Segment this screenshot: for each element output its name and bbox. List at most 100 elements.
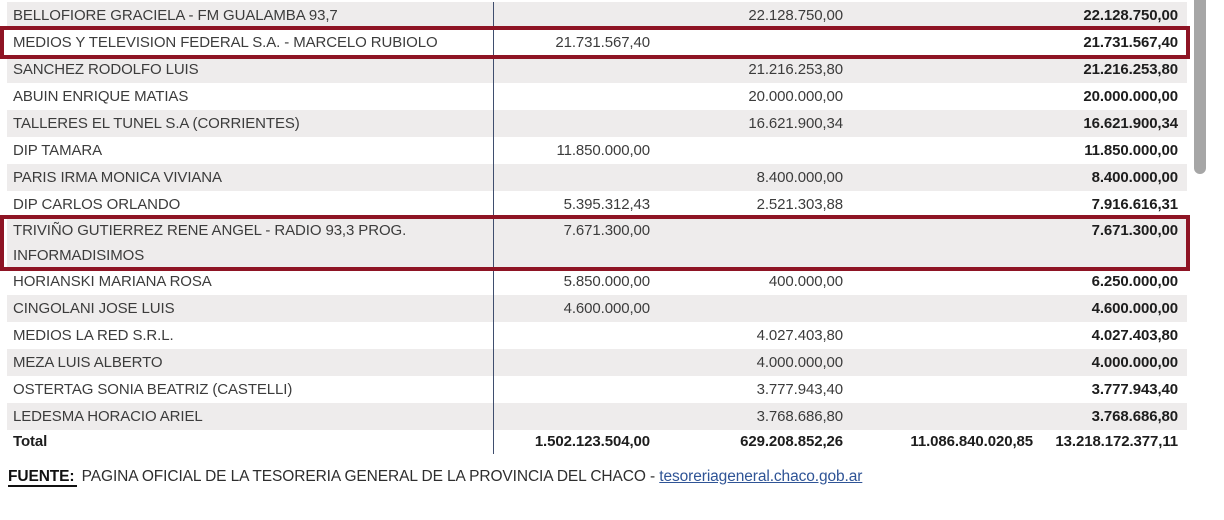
- col3-value: [843, 376, 1033, 403]
- total-grand-value: 13.218.172.377,11: [1055, 433, 1178, 450]
- col3-value: [843, 164, 1033, 191]
- table-row: BELLOFIORE GRACIELA - FM GUALAMBA 93,7 22…: [7, 2, 1187, 29]
- payments-table: BELLOFIORE GRACIELA - FM GUALAMBA 93,7 22…: [0, 2, 1190, 454]
- table-row: TALLERES EL TUNEL S.A (CORRIENTES) 16.621…: [7, 110, 1187, 137]
- row-total-value: 7.916.616,31: [1091, 196, 1178, 213]
- row-total-value: 6.250.000,00: [1091, 273, 1178, 290]
- col3-value: [843, 218, 1033, 268]
- beneficiary-name: CINGOLANI JOSE LUIS: [7, 295, 494, 322]
- col2-value: 2.521.303,88: [756, 196, 843, 213]
- col3-value: [843, 191, 1033, 218]
- total-col2-value: 629.208.852,26: [740, 433, 843, 450]
- table-row: DIP TAMARA 11.850.000,00 11.850.000,00: [7, 137, 1187, 164]
- beneficiary-name: MEDIOS LA RED S.R.L.: [7, 322, 494, 349]
- col1-value: 4.600.000,00: [563, 300, 650, 317]
- col3-value: [843, 83, 1033, 110]
- col1-value: [494, 110, 650, 137]
- table-row: MEDIOS Y TELEVISION FEDERAL S.A. - MARCE…: [0, 26, 1190, 59]
- row-total-value: 4.600.000,00: [1091, 300, 1178, 317]
- beneficiary-name: DIP TAMARA: [7, 137, 494, 164]
- total-col1-value: 1.502.123.504,00: [534, 433, 650, 450]
- col3-value: [843, 29, 1033, 56]
- col2-value: 8.400.000,00: [756, 169, 843, 186]
- col2-value: [650, 218, 843, 268]
- source-label: FUENTE:: [8, 468, 78, 487]
- row-total-value: 21.731.567,40: [1083, 34, 1178, 51]
- table-row: MEDIOS LA RED S.R.L. 4.027.403,80 4.027.40…: [7, 322, 1187, 349]
- col2-value: 20.000.000,00: [748, 88, 843, 105]
- table-row: PARIS IRMA MONICA VIVIANA 8.400.000,00 8.4…: [7, 164, 1187, 191]
- beneficiary-name: MEZA LUIS ALBERTO: [7, 349, 494, 376]
- beneficiary-name: HORIANSKI MARIANA ROSA: [7, 268, 494, 295]
- row-total-value: 8.400.000,00: [1091, 169, 1178, 186]
- table-row: HORIANSKI MARIANA ROSA 5.850.000,00 400.00…: [7, 268, 1187, 295]
- col1-value: [494, 376, 650, 403]
- beneficiary-name: ABUIN ENRIQUE MATIAS: [7, 83, 494, 110]
- col3-value: [843, 110, 1033, 137]
- col2-value: [650, 295, 843, 322]
- row-total-value: 22.128.750,00: [1083, 7, 1178, 24]
- col2-value: 4.000.000,00: [756, 354, 843, 371]
- table-row: CINGOLANI JOSE LUIS 4.600.000,00 4.600.000…: [7, 295, 1187, 322]
- col3-value: [843, 295, 1033, 322]
- beneficiary-name: OSTERTAG SONIA BEATRIZ (CASTELLI): [7, 376, 494, 403]
- col2-value: 22.128.750,00: [748, 7, 843, 24]
- table-row: LEDESMA HORACIO ARIEL 3.768.686,80 3.768.6…: [7, 403, 1187, 430]
- col1-value: [494, 56, 650, 83]
- col3-value: [843, 349, 1033, 376]
- scrollbar-thumb[interactable]: [1194, 0, 1206, 174]
- beneficiary-name: TRIVIÑO GUTIERREZ RENE ANGEL - RADIO 93,…: [7, 218, 494, 268]
- row-total-value: 4.027.403,80: [1091, 327, 1178, 344]
- row-total-value: 7.671.300,00: [1091, 222, 1178, 239]
- beneficiary-name: TALLERES EL TUNEL S.A (CORRIENTES): [7, 110, 494, 137]
- row-total-value: 3.777.943,40: [1091, 381, 1178, 398]
- table-row: ABUIN ENRIQUE MATIAS 20.000.000,00 20.000.…: [7, 83, 1187, 110]
- col2-value: 21.216.253,80: [748, 61, 843, 78]
- col1-value: [494, 164, 650, 191]
- col3-value: [843, 56, 1033, 83]
- table-row: SANCHEZ RODOLFO LUIS 21.216.253,80 21.216.…: [7, 56, 1187, 83]
- source-text: PAGINA OFICIAL DE LA TESORERIA GENERAL D…: [77, 468, 660, 485]
- beneficiary-name: MEDIOS Y TELEVISION FEDERAL S.A. - MARCE…: [7, 29, 494, 56]
- col3-value: [843, 403, 1033, 430]
- table-body: BELLOFIORE GRACIELA - FM GUALAMBA 93,7 22…: [0, 2, 1190, 430]
- col1-value: 5.395.312,43: [563, 196, 650, 213]
- col1-value: [494, 322, 650, 349]
- beneficiary-name: DIP CARLOS ORLANDO: [7, 191, 494, 218]
- beneficiary-name: PARIS IRMA MONICA VIVIANA: [7, 164, 494, 191]
- table-row: TRIVIÑO GUTIERREZ RENE ANGEL - RADIO 93,…: [0, 215, 1190, 271]
- beneficiary-name: LEDESMA HORACIO ARIEL: [7, 403, 494, 430]
- col1-value: [494, 83, 650, 110]
- col1-value: [494, 349, 650, 376]
- table-row: MEZA LUIS ALBERTO 4.000.000,00 4.000.000,0…: [7, 349, 1187, 376]
- row-total-value: 16.621.900,34: [1083, 115, 1178, 132]
- row-total-value: 3.768.686,80: [1091, 408, 1178, 425]
- col2-value: 3.768.686,80: [756, 408, 843, 425]
- col3-value: [843, 268, 1033, 295]
- col3-value: [843, 322, 1033, 349]
- col2-value: [650, 29, 843, 56]
- col1-value: 7.671.300,00: [563, 222, 650, 239]
- source-link[interactable]: tesoreriageneral.chaco.gob.ar: [659, 468, 863, 485]
- beneficiary-name: BELLOFIORE GRACIELA - FM GUALAMBA 93,7: [7, 2, 494, 29]
- table-row: OSTERTAG SONIA BEATRIZ (CASTELLI) 3.777.9…: [7, 376, 1187, 403]
- row-total-value: 11.850.000,00: [1084, 142, 1178, 159]
- col3-value: [843, 2, 1033, 29]
- total-col3-value: 11.086.840.020,85: [910, 433, 1033, 450]
- total-label: Total: [7, 430, 494, 454]
- beneficiary-name: SANCHEZ RODOLFO LUIS: [7, 56, 494, 83]
- col3-value: [843, 137, 1033, 164]
- col1-value: [494, 2, 650, 29]
- col2-value: [650, 137, 843, 164]
- col2-value: 3.777.943,40: [756, 381, 843, 398]
- col2-value: 400.000,00: [768, 273, 843, 290]
- row-total-value: 20.000.000,00: [1083, 88, 1178, 105]
- table-total-row: Total 1.502.123.504,00 629.208.852,26 11…: [7, 430, 1187, 454]
- table-row: DIP CARLOS ORLANDO 5.395.312,43 2.521.303,…: [7, 191, 1187, 218]
- row-total-value: 21.216.253,80: [1083, 61, 1178, 78]
- col1-value: 11.850.000,00: [556, 142, 650, 159]
- source-footer: FUENTE: PAGINA OFICIAL DE LA TESORERIA G…: [8, 468, 863, 487]
- col2-value: 16.621.900,34: [748, 115, 843, 132]
- col1-value: 21.731.567,40: [555, 34, 650, 51]
- col1-value: [494, 403, 650, 430]
